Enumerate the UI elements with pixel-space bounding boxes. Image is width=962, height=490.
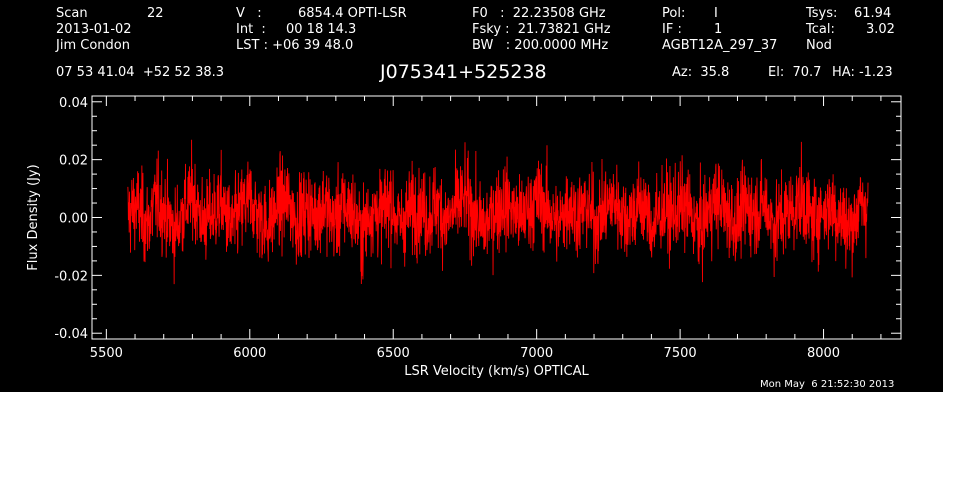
spectrum-plot: 5500 6000 6500 7000 7500 8000 -0.04 -0.02 0.00 0.… — [26, 95, 902, 379]
if-label: IF : — [662, 22, 682, 37]
y-tick-label: -0.04 — [54, 327, 88, 342]
tsys-value: 61.94 — [854, 6, 892, 21]
source-name: J075341+525238 — [380, 61, 547, 83]
project-id: AGBT12A_297_37 — [662, 38, 778, 53]
spectrum-trace — [127, 139, 869, 285]
y-tick-label: 0.02 — [59, 154, 88, 169]
bandwidth: BW : 200.0000 MHz — [472, 38, 609, 53]
elevation: El: 70.7 — [768, 65, 822, 80]
polarization-label: Pol: — [662, 6, 686, 21]
velocity-value: 6854.4 OPTI-LSR — [298, 6, 407, 21]
integration-value: 00 18 14.3 — [286, 22, 357, 37]
if-value: 1 — [714, 22, 723, 37]
x-axis-label: LSR Velocity (km/s) OPTICAL — [404, 364, 589, 379]
x-tick-label: 7000 — [520, 346, 553, 361]
x-tick-label: 6000 — [233, 346, 266, 361]
sky-frequency: Fsky : 21.73821 GHz — [472, 22, 611, 37]
x-tick-label: 5500 — [90, 346, 123, 361]
velocity-label: V : — [236, 6, 262, 21]
spectrum-panel: Scan 22 2013-01-02 Jim Condon V : 6854.4… — [0, 0, 943, 392]
observing-mode: Nod — [806, 38, 832, 53]
y-tick-label: 0.04 — [59, 96, 88, 111]
source-coordinates: 07 53 41.04 +52 52 38.3 — [56, 65, 225, 80]
polarization-value: I — [714, 6, 718, 21]
hour-angle: HA: -1.23 — [832, 65, 893, 80]
tcal-label: Tcal: — [806, 22, 835, 37]
observation-date: 2013-01-02 — [56, 22, 132, 37]
observer-name: Jim Condon — [56, 38, 130, 53]
azimuth: Az: 35.8 — [672, 65, 730, 80]
rest-frequency: F0 : 22.23508 GHz — [472, 6, 606, 21]
y-tick-label: 0.00 — [59, 212, 88, 227]
plot-timestamp: Mon May 6 21:52:30 2013 — [760, 379, 895, 390]
integration-label: Int : — [236, 22, 266, 37]
y-tick-label: -0.02 — [54, 269, 88, 284]
x-tick-label: 8000 — [807, 346, 840, 361]
y-axis-label: Flux Density (Jy) — [26, 164, 41, 270]
axis-ticks: 5500 6000 6500 7000 7500 8000 -0.04 -0.02 0.00 0.… — [54, 96, 901, 361]
x-tick-label: 7500 — [664, 346, 697, 361]
x-tick-label: 6500 — [377, 346, 410, 361]
spectrum-line — [127, 139, 869, 285]
tcal-value: 3.02 — [866, 22, 895, 37]
scan-number: 22 — [147, 6, 164, 21]
scan-label: Scan — [56, 6, 88, 21]
tsys-label: Tsys: — [806, 6, 838, 21]
lst-readout: LST : +06 39 48.0 — [236, 38, 354, 53]
